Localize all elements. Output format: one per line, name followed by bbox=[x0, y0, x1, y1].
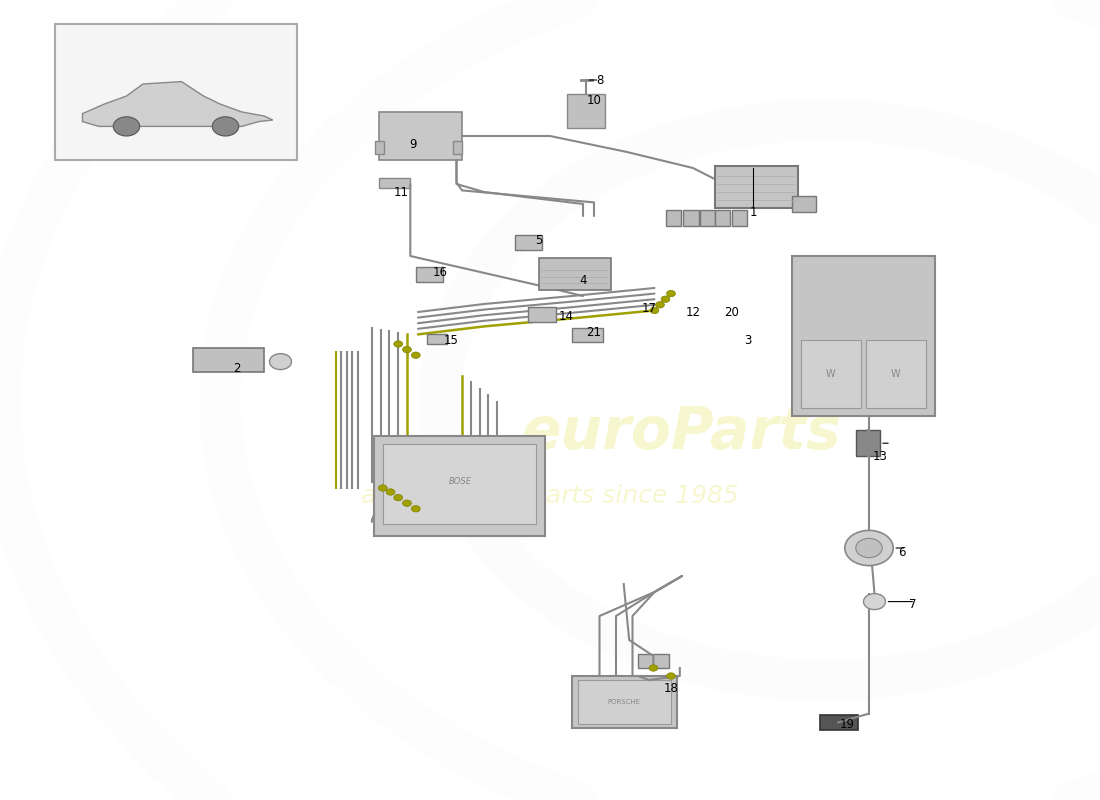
Bar bbox=[820, 715, 858, 730]
Bar bbox=[715, 166, 798, 208]
Bar bbox=[715, 210, 730, 226]
Circle shape bbox=[212, 117, 239, 136]
Text: W: W bbox=[826, 370, 835, 379]
Bar bbox=[379, 112, 462, 160]
Text: 19: 19 bbox=[839, 718, 855, 730]
Circle shape bbox=[649, 665, 658, 671]
Bar bbox=[539, 258, 610, 290]
Bar bbox=[856, 430, 880, 456]
Circle shape bbox=[667, 673, 675, 679]
Bar bbox=[666, 210, 681, 226]
Text: BOSE: BOSE bbox=[449, 477, 471, 486]
Text: 20: 20 bbox=[724, 306, 739, 318]
Circle shape bbox=[394, 494, 403, 501]
Text: 11: 11 bbox=[394, 186, 409, 198]
Text: 14: 14 bbox=[559, 310, 574, 322]
Bar bbox=[566, 94, 605, 128]
Circle shape bbox=[845, 530, 893, 566]
Circle shape bbox=[661, 296, 670, 302]
Text: 4: 4 bbox=[580, 274, 586, 286]
Circle shape bbox=[667, 290, 675, 297]
Circle shape bbox=[403, 346, 411, 353]
Circle shape bbox=[656, 302, 664, 308]
Polygon shape bbox=[82, 82, 273, 126]
Text: 16: 16 bbox=[432, 266, 448, 278]
Text: 9: 9 bbox=[409, 138, 416, 150]
Circle shape bbox=[378, 485, 387, 491]
Text: 13: 13 bbox=[872, 450, 888, 462]
Bar bbox=[638, 654, 669, 668]
Text: euroParts: euroParts bbox=[522, 403, 842, 461]
Text: 5: 5 bbox=[536, 234, 542, 246]
Circle shape bbox=[411, 506, 420, 512]
Bar bbox=[683, 210, 698, 226]
Bar bbox=[792, 256, 935, 416]
Bar bbox=[379, 178, 410, 188]
Bar bbox=[528, 307, 556, 322]
Text: a passion for parts since 1985: a passion for parts since 1985 bbox=[361, 484, 739, 508]
Text: W: W bbox=[891, 370, 900, 379]
Bar bbox=[572, 328, 603, 342]
Bar bbox=[192, 348, 264, 372]
Bar bbox=[700, 210, 715, 226]
Circle shape bbox=[394, 341, 403, 347]
Circle shape bbox=[113, 117, 140, 136]
Circle shape bbox=[864, 594, 886, 610]
Bar bbox=[383, 444, 536, 524]
Bar bbox=[55, 24, 297, 160]
Circle shape bbox=[403, 500, 411, 506]
Text: 18: 18 bbox=[663, 682, 679, 694]
Text: 7: 7 bbox=[910, 598, 916, 610]
Text: 2: 2 bbox=[233, 362, 240, 374]
Bar bbox=[572, 676, 676, 728]
Text: 15: 15 bbox=[443, 334, 459, 346]
Circle shape bbox=[411, 352, 420, 358]
Bar bbox=[375, 141, 384, 154]
Text: 17: 17 bbox=[641, 302, 657, 314]
Circle shape bbox=[650, 307, 659, 314]
Bar bbox=[416, 267, 443, 282]
Circle shape bbox=[856, 538, 882, 558]
Bar bbox=[374, 436, 544, 536]
Bar bbox=[515, 235, 542, 250]
Circle shape bbox=[270, 354, 292, 370]
Bar bbox=[866, 340, 926, 408]
Circle shape bbox=[386, 489, 395, 495]
Text: PORSCHE: PORSCHE bbox=[607, 699, 640, 706]
Text: 12: 12 bbox=[685, 306, 701, 318]
Bar bbox=[792, 196, 816, 212]
Bar bbox=[427, 334, 447, 344]
Bar bbox=[732, 210, 747, 226]
Text: 1: 1 bbox=[750, 206, 757, 218]
Text: 10: 10 bbox=[586, 94, 602, 106]
Bar bbox=[578, 680, 671, 724]
Bar bbox=[801, 340, 861, 408]
Text: 8: 8 bbox=[596, 74, 603, 86]
Text: 6: 6 bbox=[899, 546, 905, 558]
Bar bbox=[453, 141, 462, 154]
Text: 3: 3 bbox=[745, 334, 751, 346]
Text: 21: 21 bbox=[586, 326, 602, 338]
